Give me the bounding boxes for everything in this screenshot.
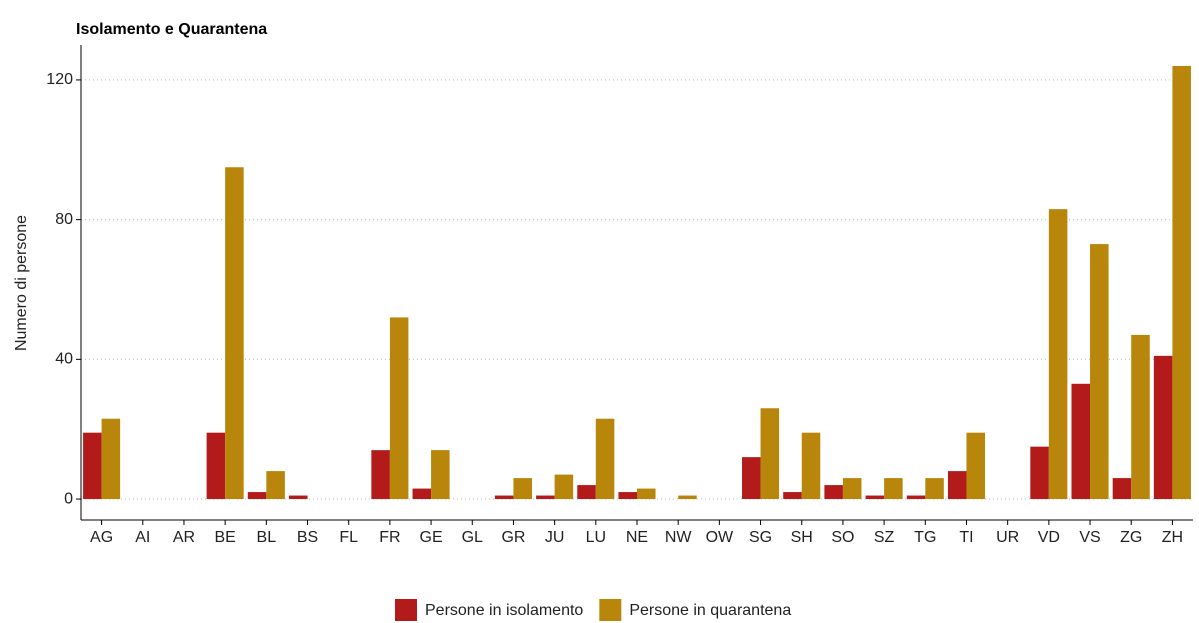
legend-swatch <box>395 599 417 621</box>
bar <box>577 485 596 500</box>
bar <box>783 492 802 500</box>
bar <box>266 471 285 500</box>
y-tick-label: 0 <box>64 490 73 507</box>
bar <box>1112 478 1132 500</box>
legend-swatch <box>599 599 622 621</box>
bar <box>865 495 885 500</box>
bar <box>760 408 780 500</box>
bar <box>412 488 432 500</box>
x-tick-label: OW <box>706 529 734 546</box>
bar <box>742 457 761 500</box>
x-tick-label: NE <box>626 529 648 546</box>
x-tick-label: FL <box>339 529 358 546</box>
bar <box>824 485 843 500</box>
legend-label: Persone in isolamento <box>425 602 583 619</box>
x-tick-label: SZ <box>874 529 895 546</box>
x-tick-label: JU <box>545 529 565 546</box>
bar <box>966 432 986 500</box>
bar <box>206 432 226 500</box>
chart-title: Isolamento e Quarantena <box>76 21 267 38</box>
bar <box>1172 65 1191 500</box>
bar <box>1048 209 1068 500</box>
bar <box>1030 446 1049 500</box>
legend-label: Persone in quarantena <box>629 602 791 619</box>
bar <box>225 167 244 500</box>
y-tick-label: 120 <box>46 71 73 88</box>
x-tick-label: AR <box>173 529 195 546</box>
bar <box>925 478 944 500</box>
bar <box>371 450 390 500</box>
bar <box>884 478 903 500</box>
bar <box>83 432 102 500</box>
x-tick-label: GR <box>501 529 525 546</box>
x-tick-label: SO <box>831 529 854 546</box>
x-tick-label: TG <box>914 529 936 546</box>
x-tick-label: NW <box>665 529 693 546</box>
x-tick-label: GE <box>420 529 443 546</box>
bar <box>494 495 514 500</box>
bar <box>513 478 532 500</box>
x-tick-label: ZG <box>1120 529 1142 546</box>
bar <box>1090 244 1109 500</box>
bar <box>637 488 656 500</box>
y-tick-label: 80 <box>55 211 73 228</box>
y-axis-label: Numero di persone <box>13 215 30 351</box>
x-tick-label: AG <box>90 529 113 546</box>
bar <box>618 492 637 500</box>
bar <box>389 317 409 500</box>
bar <box>288 495 308 500</box>
x-tick-label: AI <box>135 529 150 546</box>
bar <box>678 495 697 500</box>
bar <box>1071 383 1091 500</box>
x-tick-label: SH <box>791 529 813 546</box>
x-tick-label: VS <box>1079 529 1100 546</box>
bar <box>536 495 555 500</box>
bar <box>842 478 862 500</box>
bar <box>947 471 967 500</box>
bar <box>431 450 450 500</box>
x-tick-label: FR <box>379 529 400 546</box>
x-tick-label: BE <box>214 529 235 546</box>
x-tick-label: VD <box>1038 529 1060 546</box>
x-tick-label: TI <box>959 529 973 546</box>
x-tick-label: BS <box>297 529 318 546</box>
x-tick-label: ZH <box>1162 529 1183 546</box>
bar <box>595 418 615 500</box>
bar <box>906 495 926 500</box>
y-tick-label: 40 <box>55 351 73 368</box>
bar <box>554 474 574 500</box>
bar <box>1153 355 1173 500</box>
bar <box>101 418 121 500</box>
x-tick-label: SG <box>749 529 772 546</box>
bar <box>1131 334 1150 500</box>
x-tick-label: LU <box>586 529 606 546</box>
bar <box>801 432 821 500</box>
x-tick-label: BL <box>257 529 277 546</box>
x-tick-label: GL <box>462 529 483 546</box>
x-tick-label: UR <box>996 529 1019 546</box>
bar <box>247 492 267 500</box>
